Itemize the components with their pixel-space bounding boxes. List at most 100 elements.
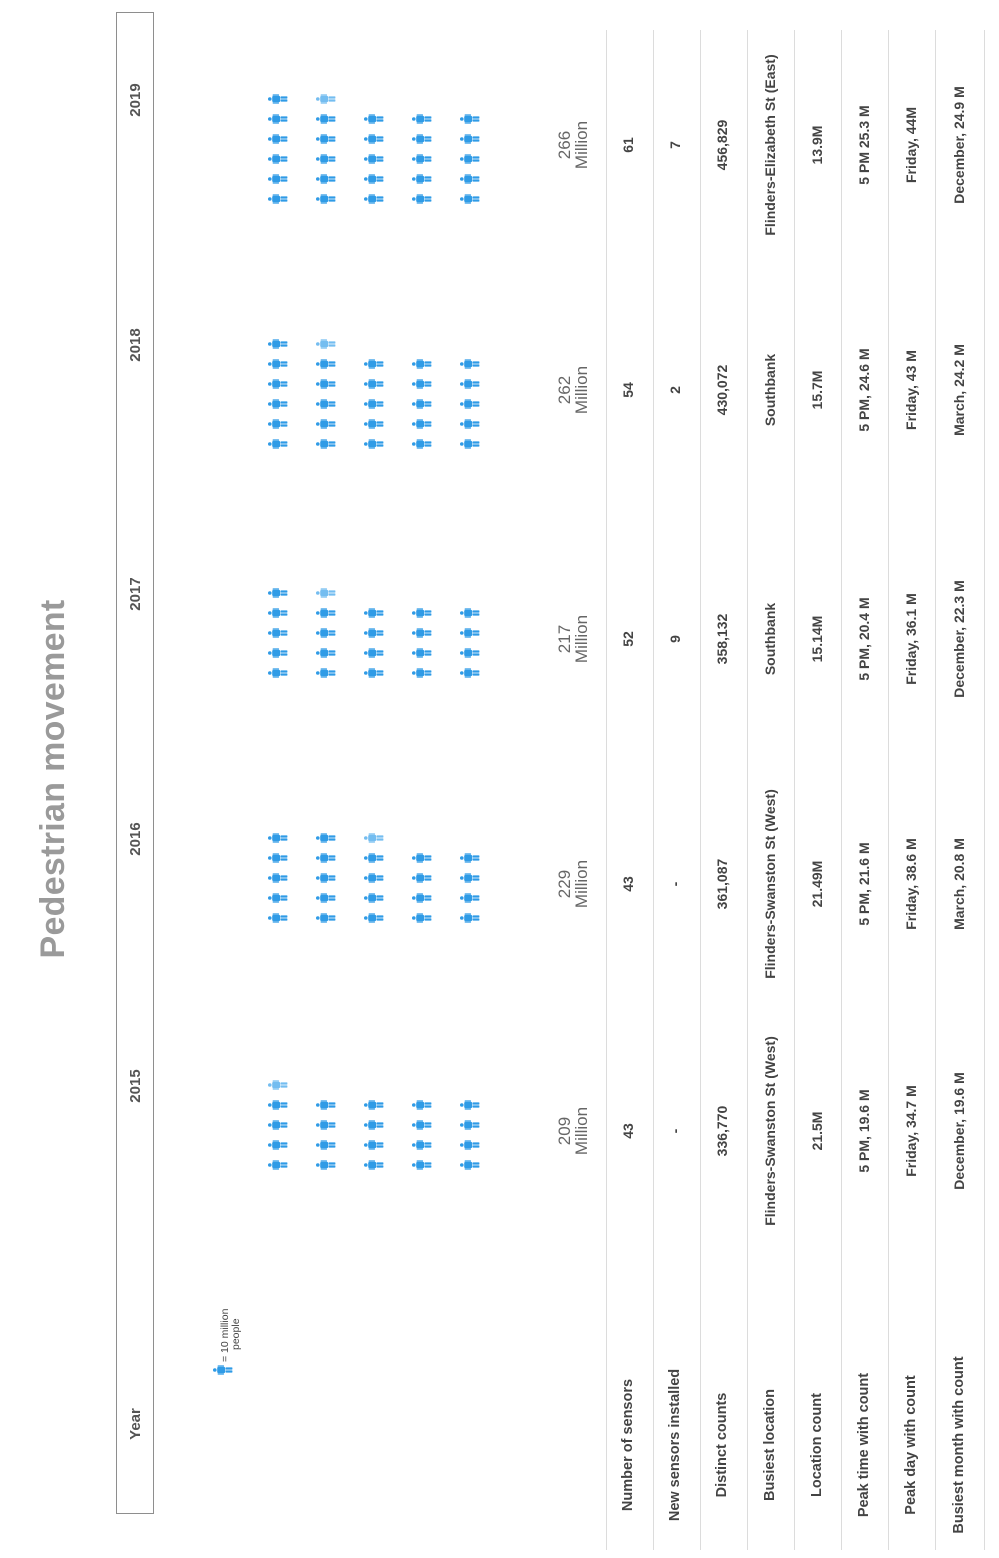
partial-person-icon: [364, 833, 384, 843]
person-icon: [412, 399, 432, 409]
person-icon: [364, 853, 384, 863]
cell-busiest-month: December, 24.9 M: [951, 86, 967, 204]
cell-location-count: 15.14M: [809, 615, 825, 663]
person-icon: [412, 419, 432, 429]
person-icon: [460, 1160, 480, 1170]
person-icon: [412, 1140, 432, 1150]
person-icon: [268, 1160, 288, 1170]
cell-distinct-counts: 456,829: [714, 119, 730, 171]
person-icon: [364, 194, 384, 204]
person-icon: [412, 648, 432, 658]
person-icon: [364, 114, 384, 124]
cell-location-count: 13.9M: [809, 125, 825, 165]
row-label-new-sensors: New sensors installed: [667, 1368, 683, 1522]
person-icon: [316, 833, 336, 843]
person-icon: [460, 134, 480, 144]
person-icon: [268, 194, 288, 204]
person-icon: [316, 194, 336, 204]
person-icon: [460, 399, 480, 409]
person-icon: [460, 439, 480, 449]
cell-num-sensors: 52: [620, 631, 636, 647]
person-icon: [268, 913, 288, 923]
person-icon: [412, 1160, 432, 1170]
person-icon: [268, 628, 288, 638]
person-icon: [268, 1140, 288, 1150]
person-icon: [316, 608, 336, 618]
person-icon: [460, 1100, 480, 1110]
person-icon: [364, 648, 384, 658]
person-icon: [268, 1120, 288, 1130]
person-icon: [316, 399, 336, 409]
cell-busiest-location: Flinders-Elizabeth St (East): [762, 54, 778, 236]
person-icon: [412, 359, 432, 369]
person-icon: [412, 1100, 432, 1110]
cell-new-sensors: -: [667, 881, 683, 887]
person-icon: [268, 174, 288, 184]
cell-new-sensors: -: [667, 1128, 683, 1134]
cell-peak-day: Friday, 36.1 M: [903, 593, 919, 685]
person-icon: [460, 359, 480, 369]
person-icon: [316, 379, 336, 389]
person-icon: [316, 648, 336, 658]
person-icon: [412, 154, 432, 164]
cell-busiest-month: December, 22.3 M: [951, 580, 967, 698]
person-icon: [412, 194, 432, 204]
person-icon: [460, 194, 480, 204]
person-icon: [268, 94, 288, 104]
person-icon: [364, 1140, 384, 1150]
person-icon: [460, 1140, 480, 1150]
person-icon: [364, 154, 384, 164]
person-icon: [364, 608, 384, 618]
row-label-distinct-counts: Distinct counts: [714, 1392, 730, 1498]
row-divider: [700, 30, 701, 1550]
row-divider: [794, 30, 795, 1550]
cell-busiest-location: Southbank: [762, 602, 778, 676]
person-icon: [412, 893, 432, 903]
person-icon: [316, 359, 336, 369]
row-divider: [888, 30, 889, 1550]
person-icon: [364, 1160, 384, 1170]
person-icon: [268, 154, 288, 164]
person-icon: [268, 853, 288, 863]
cell-peak-time: 5 PM, 19.6 M: [856, 1089, 872, 1173]
person-icon: [460, 114, 480, 124]
partial-person-icon: [316, 339, 336, 349]
cell-location-count: 21.5M: [809, 1111, 825, 1151]
row-label-peak-time: Peak time with count: [856, 1372, 872, 1518]
person-icon: [268, 893, 288, 903]
person-icon: [460, 1120, 480, 1130]
person-icon: [364, 359, 384, 369]
cell-peak-day: Friday, 34.7 M: [903, 1085, 919, 1177]
person-icon: [316, 668, 336, 678]
person-icon: [316, 134, 336, 144]
cell-busiest-location: Flinders-Swanston St (West): [762, 789, 778, 979]
cell-num-sensors: 61: [620, 137, 636, 153]
person-icon: [316, 628, 336, 638]
row-label-busiest-month: Busiest month with count: [951, 1356, 967, 1534]
row-divider: [935, 30, 936, 1550]
cell-busiest-month: December, 19.6 M: [951, 1072, 967, 1190]
person-icon: [364, 379, 384, 389]
person-icon: [364, 873, 384, 883]
person-icon: [412, 134, 432, 144]
person-icon: [460, 628, 480, 638]
person-icon: [268, 339, 288, 349]
cell-location-count: 15.7M: [809, 370, 825, 410]
cell-peak-day: Friday, 43 M: [903, 350, 919, 430]
cell-busiest-location: Flinders-Swanston St (West): [762, 1036, 778, 1226]
partial-person-icon: [268, 1080, 288, 1090]
person-icon: [268, 134, 288, 144]
person-icon: [364, 1120, 384, 1130]
cell-location-count: 21.49M: [809, 860, 825, 908]
person-icon: [268, 379, 288, 389]
person-icon: [316, 1160, 336, 1170]
person-icon: [412, 853, 432, 863]
row-label-location-count: Location count: [809, 1393, 825, 1497]
person-icon: [268, 359, 288, 369]
person-icon: [316, 439, 336, 449]
cell-busiest-location: Southbank: [762, 353, 778, 427]
row-label-num-sensors: Number of sensors: [620, 1378, 636, 1512]
person-icon: [268, 873, 288, 883]
